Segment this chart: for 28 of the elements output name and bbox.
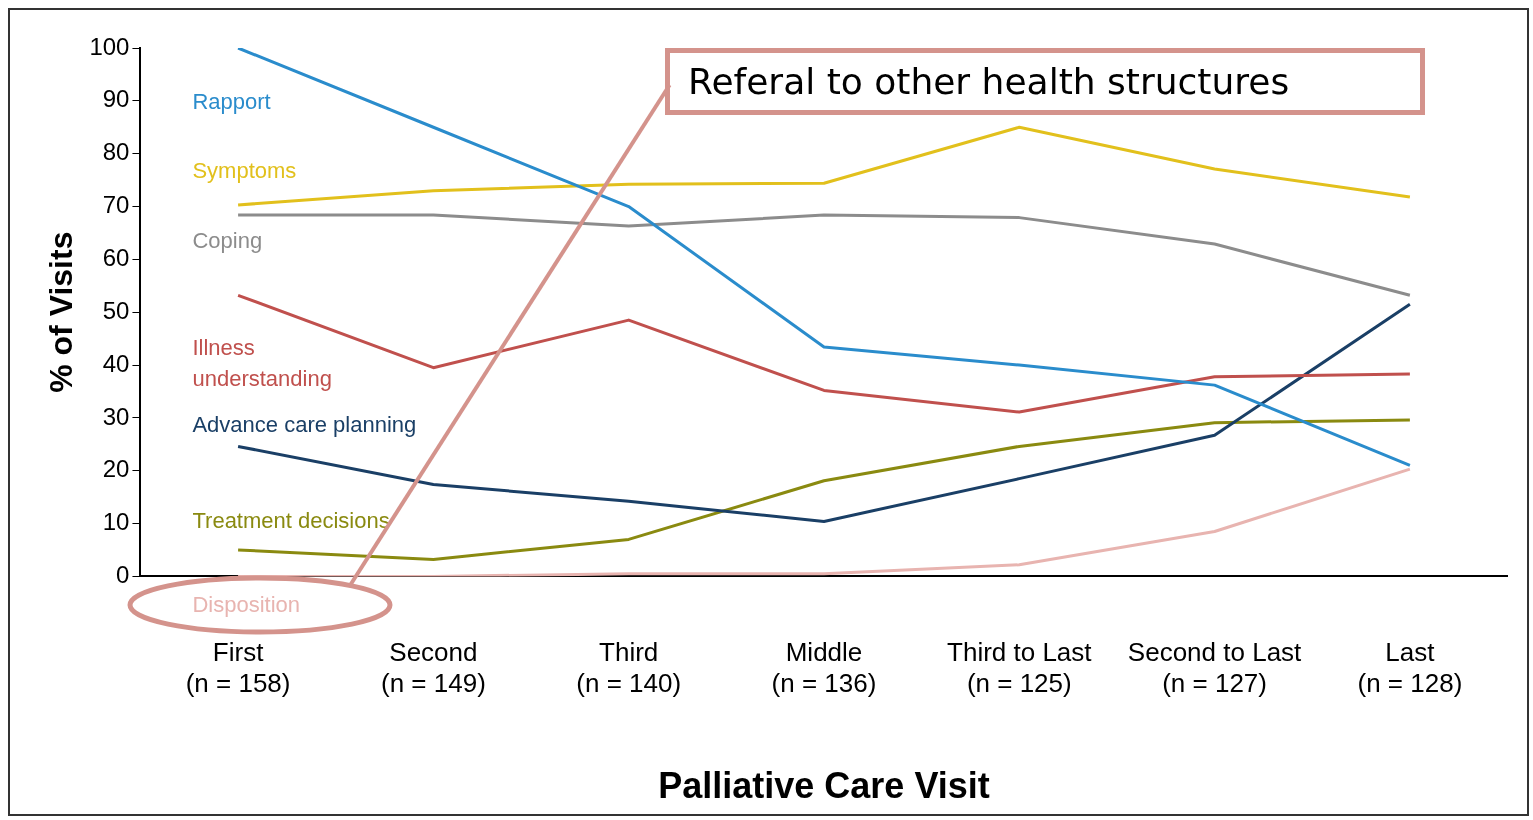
y-axis-title: % of Visits xyxy=(43,231,80,393)
y-tick-label: 70 xyxy=(102,191,130,219)
y-tick-label: 0 xyxy=(116,561,130,589)
x-tick-label: First (n = 158) xyxy=(185,637,291,699)
y-tick-label: 60 xyxy=(102,243,130,271)
x-tick-label: Third (n = 140) xyxy=(576,637,682,699)
y-tick-label: 40 xyxy=(102,349,130,377)
y-tick-label: 10 xyxy=(102,508,130,536)
x-tick-label: Last (n = 128) xyxy=(1357,637,1463,699)
series-label: Rapport xyxy=(192,89,271,115)
y-tick-label: 50 xyxy=(102,296,130,324)
series-label: Advance care planning xyxy=(192,411,417,437)
series-label: Symptoms xyxy=(192,158,297,184)
y-tick-label: 30 xyxy=(102,402,130,430)
x-axis-title: Palliative Care Visit xyxy=(658,765,990,807)
series-label: Coping xyxy=(192,227,263,253)
y-tick-label: 80 xyxy=(102,138,130,166)
y-tick-label: 100 xyxy=(89,32,130,60)
x-tick-label: Third to Last (n = 125) xyxy=(947,637,1093,699)
y-tick-label: 20 xyxy=(102,455,130,483)
series-label: Disposition xyxy=(192,591,301,617)
x-tick-label: Middle (n = 136) xyxy=(771,637,877,699)
series-label: Treatment decisions xyxy=(192,508,390,534)
series-label: Illness understanding xyxy=(192,335,332,392)
y-tick-label: 90 xyxy=(102,85,130,113)
x-tick-label: Second to Last (n = 127) xyxy=(1127,637,1303,699)
x-tick-label: Second (n = 149) xyxy=(380,637,486,699)
annotation: Referal to other health structures xyxy=(665,48,1425,115)
